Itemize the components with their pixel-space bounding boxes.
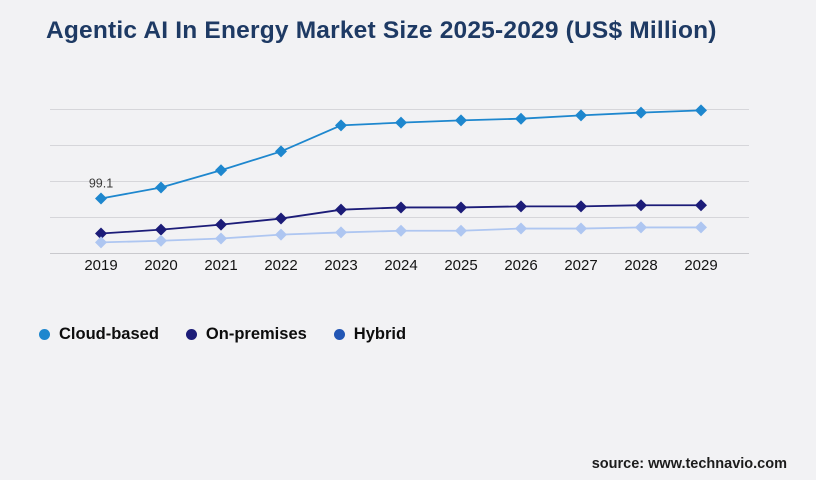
x-axis-label-2025: 2025	[444, 257, 477, 274]
source-attribution: source: www.technavio.com	[591, 456, 787, 472]
data-point-cloud-based-2021[interactable]	[215, 164, 227, 177]
data-point-hybrid-2024[interactable]	[395, 224, 407, 237]
legend-item-hybrid[interactable]: Hybrid	[333, 325, 407, 344]
data-point-hybrid-2027[interactable]	[575, 222, 587, 235]
x-axis-label-2022: 2022	[264, 257, 297, 274]
data-point-on-premises-2021[interactable]	[215, 218, 227, 231]
data-point-cloud-based-2025[interactable]	[455, 114, 467, 127]
legend-label-hybrid: Hybrid	[353, 325, 407, 343]
data-point-on-premises-2022[interactable]	[275, 212, 287, 225]
data-point-hybrid-2022[interactable]	[275, 228, 287, 241]
x-axis-label-2029: 2029	[684, 257, 717, 274]
x-axis-label-2019: 2019	[84, 257, 117, 274]
data-point-on-premises-2025[interactable]	[455, 201, 467, 214]
data-point-hybrid-2025[interactable]	[455, 224, 467, 237]
chart-title: Agentic AI In Energy Market Size 2025-20…	[46, 17, 717, 44]
x-axis-label-2024: 2024	[384, 257, 417, 274]
data-point-hybrid-2028[interactable]	[635, 221, 647, 234]
data-point-on-premises-2019[interactable]	[95, 227, 107, 240]
legend-dot-cloud-based-icon	[39, 329, 50, 340]
data-point-hybrid-2023[interactable]	[335, 226, 347, 239]
data-point-on-premises-2024[interactable]	[395, 201, 407, 214]
legend-item-on-premises[interactable]: On-premises	[185, 325, 307, 344]
x-axis-label-2027: 2027	[564, 257, 597, 274]
data-point-cloud-based-2019[interactable]	[95, 192, 107, 205]
x-axis-label-2026: 2026	[504, 257, 537, 274]
data-point-on-premises-2026[interactable]	[515, 200, 527, 213]
data-point-hybrid-2029[interactable]	[695, 221, 707, 234]
data-point-cloud-based-2022[interactable]	[275, 145, 287, 158]
data-point-on-premises-2028[interactable]	[635, 199, 647, 212]
legend-label-cloud-based: Cloud-based	[59, 325, 159, 343]
legend-label-on-premises: On-premises	[205, 325, 307, 343]
data-point-hybrid-2021[interactable]	[215, 232, 227, 245]
data-point-cloud-based-2028[interactable]	[635, 106, 647, 119]
data-point-cloud-based-2029[interactable]	[695, 104, 707, 117]
data-point-hybrid-2026[interactable]	[515, 222, 527, 235]
chart-legend: Cloud-based On-premises Hybrid	[39, 325, 406, 344]
data-point-cloud-based-2024[interactable]	[395, 116, 407, 129]
data-point-cloud-based-2023[interactable]	[335, 119, 347, 132]
data-point-cloud-based-2026[interactable]	[515, 112, 527, 125]
x-axis-label-2028: 2028	[624, 257, 657, 274]
data-point-on-premises-2029[interactable]	[695, 199, 707, 212]
data-point-on-premises-2020[interactable]	[155, 223, 167, 236]
data-point-hybrid-2020[interactable]	[155, 234, 167, 247]
x-axis-label-2021: 2021	[204, 257, 237, 274]
data-point-hybrid-2019[interactable]	[95, 236, 107, 249]
legend-dot-on-premises-icon	[185, 329, 197, 340]
data-point-cloud-based-2020[interactable]	[155, 181, 167, 194]
legend-dot-hybrid-icon	[333, 329, 345, 340]
data-label-annotation: 99.1	[89, 177, 113, 191]
x-axis-label-2023: 2023	[324, 257, 357, 274]
data-point-on-premises-2027[interactable]	[575, 200, 587, 213]
x-axis-label-2020: 2020	[144, 257, 177, 274]
legend-item-cloud-based[interactable]: Cloud-based	[39, 325, 159, 344]
data-point-on-premises-2023[interactable]	[335, 203, 347, 216]
data-point-cloud-based-2027[interactable]	[575, 109, 587, 122]
